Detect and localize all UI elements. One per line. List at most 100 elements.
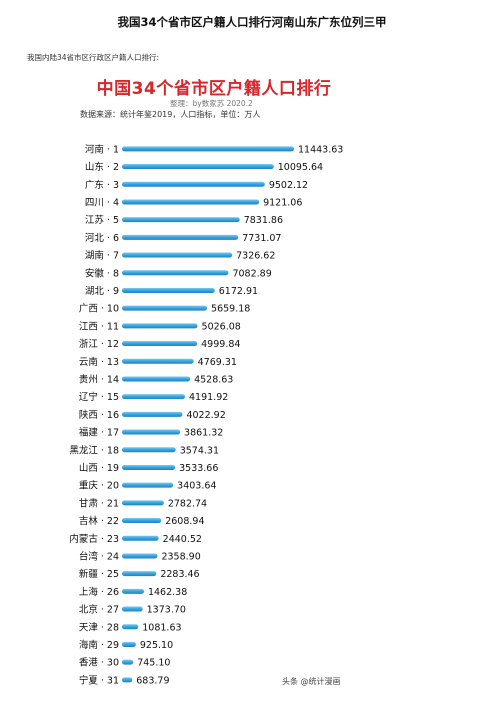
- value-label: 7831.86: [244, 215, 283, 226]
- value-label: 7326.62: [236, 251, 275, 262]
- bar: [122, 641, 136, 647]
- watermark: 头条 @统计漫画: [282, 677, 341, 686]
- category-label: 河南 · 1: [85, 143, 119, 155]
- category-label: 海南 · 29: [79, 639, 119, 651]
- category-label: 湖北 · 9: [85, 286, 119, 297]
- bar: [122, 146, 294, 152]
- category-label: 重庆 · 20: [79, 480, 119, 492]
- bar: [122, 535, 159, 541]
- category-label: 香港 · 30: [79, 657, 119, 669]
- page-subtitle: 我国内陆34省市区行政区户籍人口排行:: [27, 53, 160, 62]
- bar: [122, 305, 208, 311]
- value-label: 3861.32: [184, 428, 223, 439]
- category-label: 山东 · 2: [85, 161, 119, 173]
- bar: [122, 588, 144, 594]
- category-label: 北京 · 27: [79, 604, 119, 616]
- bar: [122, 323, 198, 329]
- value-label: 3403.64: [177, 481, 216, 492]
- bar: [122, 199, 260, 205]
- bar: [122, 394, 186, 400]
- bar: [122, 252, 233, 258]
- value-label: 683.79: [136, 675, 169, 686]
- category-label: 江西 · 11: [79, 321, 119, 332]
- category-label: 吉林 · 22: [79, 515, 119, 527]
- bar: [122, 447, 176, 453]
- page-title: 我国34个省市区户籍人口排行河南山东广东位列三甲: [117, 15, 387, 29]
- bar: [122, 553, 158, 559]
- value-label: 2358.90: [161, 551, 200, 562]
- value-label: 745.10: [137, 658, 170, 669]
- value-label: 4769.31: [198, 357, 237, 368]
- value-label: 1462.38: [148, 587, 187, 598]
- category-label: 安徽 · 8: [85, 267, 119, 279]
- value-label: 4191.92: [189, 392, 228, 403]
- category-label: 内蒙古 · 23: [69, 533, 119, 545]
- value-label: 2440.52: [163, 534, 202, 545]
- bar: [122, 482, 174, 488]
- category-label: 台湾 · 24: [79, 550, 119, 562]
- category-label: 上海 · 26: [79, 586, 119, 598]
- category-label: 河北 · 6: [85, 232, 119, 244]
- value-label: 3533.66: [179, 463, 218, 474]
- bar: [122, 376, 191, 382]
- category-label: 江苏 · 5: [85, 214, 119, 226]
- value-label: 4022.92: [186, 410, 225, 421]
- bar-chart: 河南 · 1 11443.63 山东 · 2 10095.64 广东 · 3 9502.1…: [69, 143, 343, 686]
- bar: [122, 624, 139, 630]
- category-label: 贵州 · 14: [79, 373, 119, 385]
- value-label: 925.10: [140, 640, 173, 651]
- category-label: 湖南 · 7: [85, 250, 119, 262]
- infographic-image: 中国34个省市区户籍人口排行 整理：by数家苏 2020.2 数据来源：统计年鉴…: [62, 68, 366, 688]
- bar: [122, 659, 134, 665]
- value-label: 6172.91: [219, 286, 258, 297]
- value-label: 11443.63: [298, 144, 343, 155]
- bar: [122, 270, 229, 276]
- bar: [122, 606, 143, 612]
- value-label: 4528.63: [194, 374, 233, 385]
- category-label: 甘肃 · 21: [79, 497, 119, 509]
- value-label: 5659.18: [211, 304, 250, 315]
- bar: [122, 341, 198, 347]
- bar: [122, 571, 157, 577]
- category-label: 四川 · 4: [85, 197, 119, 208]
- bar: [122, 518, 162, 524]
- value-label: 2608.94: [165, 516, 204, 527]
- value-label: 1081.63: [142, 622, 181, 633]
- category-label: 黑龙江 · 18: [69, 444, 119, 456]
- value-label: 10095.64: [278, 162, 323, 173]
- chart-source: 数据来源：统计年鉴2019，人口指标，单位：万人: [80, 110, 261, 119]
- value-label: 2782.74: [168, 498, 207, 509]
- bar: [122, 411, 183, 417]
- value-label: 1373.70: [147, 605, 186, 616]
- value-label: 4999.84: [201, 339, 240, 350]
- category-label: 广东 · 3: [85, 179, 119, 191]
- bar: [122, 217, 240, 223]
- bar: [122, 358, 194, 364]
- category-label: 云南 · 13: [79, 356, 119, 368]
- value-label: 7731.07: [242, 233, 281, 244]
- bar: [122, 464, 176, 470]
- bar: [122, 234, 239, 240]
- value-label: 5026.08: [202, 321, 241, 332]
- value-label: 7082.89: [232, 268, 271, 279]
- value-label: 3574.31: [180, 445, 219, 456]
- value-label: 9121.06: [263, 197, 302, 208]
- bar: [122, 164, 274, 170]
- chart-title: 中国34个省市区户籍人口排行: [96, 79, 332, 99]
- category-label: 山西 · 19: [79, 463, 119, 474]
- category-label: 陕西 · 16: [79, 409, 119, 421]
- bar: [122, 500, 164, 506]
- category-label: 新疆 · 25: [79, 568, 119, 580]
- category-label: 天津 · 28: [79, 622, 119, 633]
- category-label: 浙江 · 12: [79, 338, 119, 350]
- bar: [122, 287, 215, 293]
- category-label: 福建 · 17: [79, 427, 119, 439]
- value-label: 9502.12: [269, 180, 308, 191]
- category-label: 宁夏 · 31: [79, 674, 119, 686]
- bar: [122, 677, 133, 683]
- bar: [122, 181, 265, 187]
- chart-author-date: 整理：by数家苏 2020.2: [170, 99, 253, 108]
- value-label: 2283.46: [160, 569, 199, 580]
- bar: [122, 429, 181, 435]
- category-label: 辽宁 · 15: [79, 391, 119, 403]
